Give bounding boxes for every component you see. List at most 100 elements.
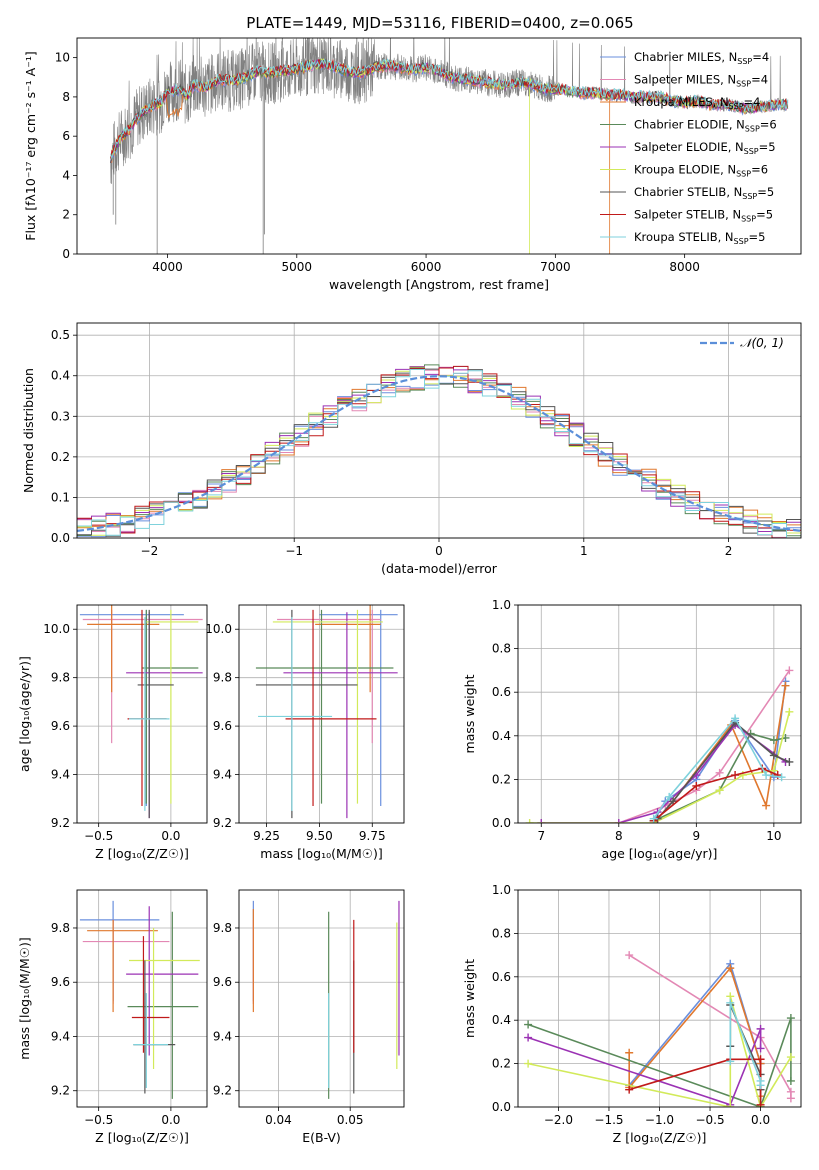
y-axis-label: mass [log₁₀(M/M☉)]	[17, 937, 32, 1059]
legend-entry-main: Chabrier STELIB, N	[634, 185, 742, 199]
legend-entry-main: Kroupa MILES, N	[634, 95, 729, 109]
plot-frame	[517, 889, 802, 1108]
y-tick-label: 9.4	[213, 1029, 232, 1043]
x-tick-label: −1.0	[645, 1113, 674, 1127]
legend-entry-main: Chabrier MILES, N	[634, 50, 737, 64]
weight-marker-7	[731, 771, 740, 780]
y-tick-label: 9.8	[213, 921, 232, 935]
x-tick-label: 4000	[152, 260, 183, 274]
y-axis-label: age [log₁₀(age/yr)]	[17, 656, 32, 772]
legend-entry: Chabrier MILES, NSSP=4	[634, 50, 769, 66]
weight-marker-4	[524, 1033, 533, 1042]
weight-marker-7	[692, 781, 701, 790]
weight-marker-8	[649, 814, 658, 823]
weight-marker-5	[786, 1053, 795, 1062]
legend-entry-main: Salpeter MILES, N	[634, 73, 736, 87]
weight-marker-5	[525, 819, 534, 823]
legend-entry-tail: =5	[756, 208, 773, 222]
weight-marker-5	[726, 1103, 735, 1107]
weight-marker-8	[665, 792, 674, 801]
y-tick-label: 0.0	[492, 816, 511, 830]
legend-entry-tail: =5	[759, 140, 776, 154]
spectrum-lines	[110, 38, 789, 254]
weight-marker-3	[769, 736, 778, 745]
y-tick-label: 2	[62, 208, 70, 222]
x-tick-label: 5000	[282, 260, 313, 274]
weight-marker-4	[756, 1044, 765, 1053]
y-tick-label: 9.6	[51, 719, 70, 733]
x-tick-label: −1.5	[594, 1113, 623, 1127]
x-tick-label: 0.0	[751, 1113, 770, 1127]
plot-frame	[76, 37, 802, 255]
weight-marker-8	[777, 773, 786, 782]
y-tick-label: 0	[62, 247, 70, 261]
y-axis-label: Normed distribution	[21, 368, 36, 493]
x-tick-label: −0.5	[695, 1113, 724, 1127]
legend-entry-tail: =4	[751, 73, 768, 87]
plot-frame	[238, 604, 405, 824]
y-tick-label: 0.4	[492, 729, 511, 743]
residual-histogram-panel: −2 −1 0 1 2 0.0 0.1 0.2 0.3 0.4 0.5 (data-model)/er…	[21, 322, 802, 576]
y-tick-label: 0.0	[492, 1100, 511, 1114]
weight-marker-2	[726, 964, 735, 973]
weight-marker-6	[769, 751, 778, 760]
x-tick-label: 1	[580, 544, 588, 558]
legend-entry-tail: =5	[749, 230, 766, 244]
model-spectrum-7	[110, 58, 789, 159]
legend-entry: Kroupa STELIB, NSSP=5	[634, 230, 765, 246]
weight-marker-4	[756, 1024, 765, 1033]
x-tick-label: −0.5	[84, 1113, 113, 1127]
weight-marker-5	[785, 707, 794, 716]
plot-frame	[76, 889, 208, 1108]
legend-entry: Kroupa ELODIE, NSSP=6	[634, 163, 768, 179]
legend-entry: Salpeter MILES, NSSP=4	[634, 73, 768, 89]
weight-vs-metallicity-panel: −2.0 −1.5 −1.0 −0.5 0.0 0.0 0.2 0.4 0.6 0.8 1.0 Z […	[462, 883, 802, 1145]
legend-entry-main: Kroupa STELIB, N	[634, 230, 734, 244]
weight-marker-8	[756, 1081, 765, 1090]
weight-marker-4	[537, 819, 546, 823]
y-tick-label: 9.6	[213, 719, 232, 733]
legend-entry: 𝒩(0, 1)	[740, 336, 784, 350]
y-tick-label: 1.0	[492, 883, 511, 897]
legend-entry-main: Chabrier ELODIE, N	[634, 118, 745, 132]
weight-marker-7	[625, 1085, 634, 1094]
weight-marker-2	[625, 1048, 634, 1057]
y-tick-label: 0.1	[51, 490, 70, 504]
legend-entry-subscript: SSP	[736, 170, 751, 179]
weight-marker-7	[756, 1100, 765, 1107]
model-spectrum-8	[110, 58, 789, 160]
x-tick-label: −0.5	[84, 829, 113, 843]
y-tick-label: 9.2	[213, 816, 232, 830]
histogram-step-7	[77, 365, 801, 538]
weight-line-7	[628, 1058, 762, 1105]
legend-entry-subscript: SSP	[729, 102, 744, 111]
y-tick-label: 9.2	[213, 1084, 232, 1098]
normal-curve	[77, 375, 801, 532]
x-tick-label: −2.0	[544, 1113, 573, 1127]
y-tick-label: 0.2	[51, 450, 70, 464]
legend-entry-subscript: SSP	[745, 125, 760, 134]
x-tick-label: −2	[141, 544, 159, 558]
y-tick-label: 0.4	[51, 369, 70, 383]
weight-vs-age-panel: 7 8 9 10 0.0 0.2 0.4 0.6 0.8 1.0 age [log₁₀(age/yr…	[462, 598, 802, 861]
weight-marker-2	[781, 681, 790, 690]
y-tick-label: 0.2	[492, 1057, 511, 1071]
x-axis-label: (data-model)/error	[381, 561, 498, 576]
y-tick-label: 10	[55, 51, 70, 65]
x-tick-label: 0.0	[161, 829, 180, 843]
mass-vs-extinction-panel: 0.04 0.05 9.2 9.4 9.6 9.8 E(B-V)	[213, 889, 405, 1145]
x-tick-label: 9.50	[306, 829, 333, 843]
weight-marker-7	[756, 1055, 765, 1064]
weight-line-3	[527, 1017, 792, 1107]
weight-line-5	[529, 711, 791, 823]
y-tick-label: 9.8	[51, 921, 70, 935]
legend-entry-main: Kroupa ELODIE, N	[634, 163, 736, 177]
x-tick-label: 0.04	[265, 1113, 292, 1127]
legend-entry-tail: =4	[744, 95, 761, 109]
legend-entry-subscript: SSP	[736, 80, 751, 89]
y-tick-label: 9.6	[213, 975, 232, 989]
weight-marker-6	[669, 797, 678, 806]
y-tick-label: 0.8	[492, 642, 511, 656]
